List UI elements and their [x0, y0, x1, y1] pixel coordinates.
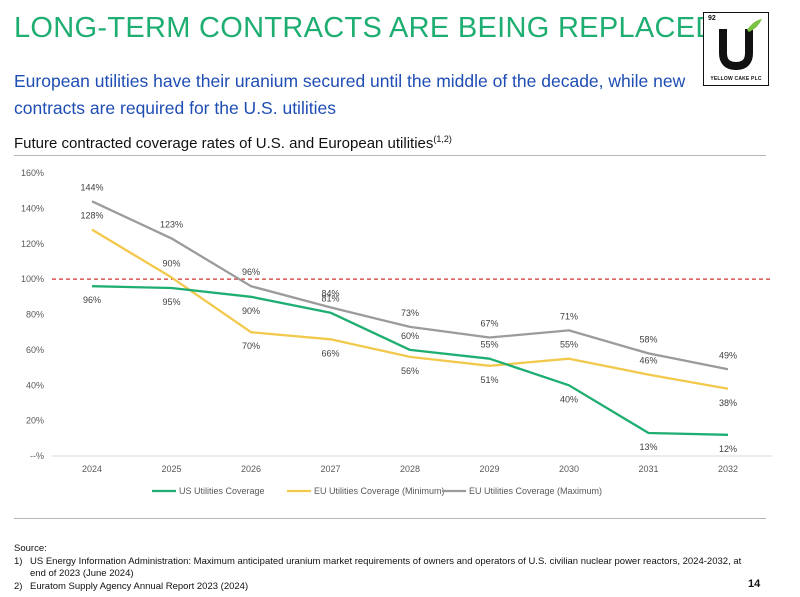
company-logo: 92 YELLOW CAKE PLC — [703, 12, 769, 86]
source-item-2: 2) Euratom Supply Agency Annual Report 20… — [14, 581, 744, 594]
series-line-3 — [91, 200, 729, 371]
data-label: 123% — [160, 219, 183, 229]
data-label: 70% — [242, 341, 260, 351]
chart-caption-footnote: (1,2) — [433, 134, 452, 144]
data-label: 13% — [639, 442, 657, 452]
data-label: 38% — [719, 398, 737, 408]
y-tick-label: 120% — [21, 239, 44, 249]
legend-label: US Utilities Coverage — [179, 486, 265, 496]
y-tick-label: 40% — [26, 380, 44, 390]
y-tick-label: 60% — [26, 345, 44, 355]
data-label: 51% — [480, 375, 498, 385]
data-label: 67% — [480, 318, 498, 328]
data-label: 60% — [401, 331, 419, 341]
data-label: 66% — [321, 348, 339, 358]
source-number: 2) — [14, 580, 23, 592]
x-tick-label: 2029 — [479, 464, 499, 474]
data-label: 12% — [719, 444, 737, 454]
x-tick-label: 2030 — [559, 464, 579, 474]
legend-label: EU Utilities Coverage (Maximum) — [469, 486, 602, 496]
y-tick-label: 160% — [21, 168, 44, 178]
data-label: 55% — [480, 340, 498, 350]
y-tick-label: 140% — [21, 203, 44, 213]
logo-brand-text: YELLOW CAKE PLC — [710, 76, 762, 82]
page-title: LONG-TERM CONTRACTS ARE BEING REPLACED — [14, 12, 717, 44]
x-tick-label: 2024 — [82, 464, 102, 474]
data-label: 95% — [162, 297, 180, 307]
page-subtitle: European utilities have their uranium se… — [14, 71, 686, 118]
legend-label: EU Utilities Coverage (Minimum) — [314, 486, 445, 496]
x-tick-label: 2028 — [400, 464, 420, 474]
x-tick-label: 2026 — [241, 464, 261, 474]
data-label: 96% — [242, 267, 260, 277]
data-label: 40% — [560, 394, 578, 404]
data-label: 84% — [321, 288, 339, 298]
source-text: Euratom Supply Agency Annual Report 2023… — [30, 580, 249, 592]
source-text: US Energy Information Administration: Ma… — [30, 555, 742, 580]
data-label: 49% — [719, 350, 737, 360]
y-tick-label: 80% — [26, 310, 44, 320]
source-item-1: 1) US Energy Information Administration: … — [14, 556, 744, 581]
chart-bottom-rule — [14, 518, 766, 519]
data-label: 96% — [83, 295, 101, 305]
data-label: 90% — [162, 258, 180, 268]
series-line-1 — [91, 285, 729, 436]
chart-caption: Future contracted coverage rates of U.S.… — [14, 134, 452, 152]
data-label: 58% — [639, 334, 657, 344]
data-label: 71% — [560, 311, 578, 321]
chart-caption-text: Future contracted coverage rates of U.S.… — [14, 135, 434, 152]
data-label: 56% — [401, 366, 419, 376]
y-tick-label: --% — [30, 451, 44, 461]
data-label: 81% — [321, 294, 339, 304]
x-tick-label: 2025 — [161, 464, 181, 474]
data-label: 55% — [560, 340, 578, 350]
x-tick-label: 2031 — [638, 464, 658, 474]
sources-heading: Source: — [14, 543, 47, 554]
y-tick-label: 100% — [21, 274, 44, 284]
source-number: 1) — [14, 555, 23, 567]
sources: Source: 1) US Energy Information Administ… — [14, 543, 744, 593]
x-tick-label: 2032 — [718, 464, 738, 474]
data-label: 90% — [242, 306, 260, 316]
x-tick-label: 2027 — [320, 464, 340, 474]
data-label: 73% — [401, 308, 419, 318]
data-label: 128% — [80, 211, 103, 221]
page-number: 14 — [748, 578, 761, 590]
chart-top-rule — [14, 155, 766, 156]
data-label: 46% — [639, 356, 657, 366]
y-tick-label: 20% — [26, 416, 44, 426]
line-chart: --% 20% 40% 60% 80% 100% 120% 140% 160% 2024 2025 2… — [21, 168, 772, 496]
logo-u-icon — [719, 19, 762, 71]
logo-atomic-number: 92 — [708, 15, 716, 22]
series-line-2 — [91, 228, 729, 390]
data-label: 144% — [80, 182, 103, 192]
